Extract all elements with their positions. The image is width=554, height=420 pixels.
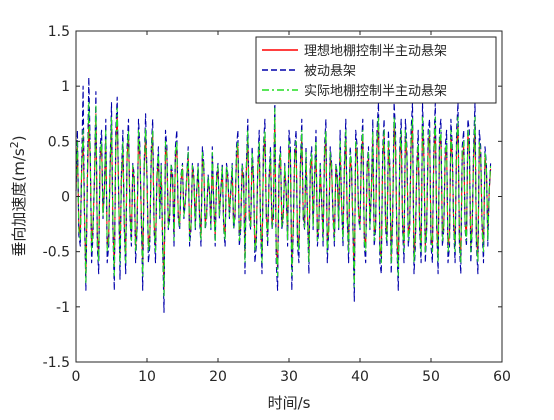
legend-box [255, 36, 497, 104]
x-tick-label-0: 0 [72, 369, 81, 385]
y-axis: -1.5 -1 -0.5 0 0.5 1 1.5 [43, 24, 502, 371]
y-tick-label--1-5: -1.5 [43, 355, 70, 371]
y-tick-label--0-5: -0.5 [43, 245, 70, 261]
legend-label-2: 实际地棚控制半主动悬架 [304, 84, 447, 99]
x-tick-label-1: 10 [138, 369, 156, 385]
legend-label-1: 被动悬架 [304, 64, 356, 79]
x-tick-label-2: 20 [209, 369, 227, 385]
x-axis-title: 时间/s [268, 394, 311, 412]
y-tick-label-1-5: 1.5 [48, 24, 70, 40]
y-tick-label-0: 0 [61, 190, 70, 206]
x-tick-label-3: 30 [280, 369, 298, 385]
x-axis: 0 10 20 30 40 50 60 [72, 31, 511, 385]
legend-label-0: 理想地棚控制半主动悬架 [304, 43, 447, 59]
x-tick-label-6: 60 [493, 369, 511, 385]
y-axis-title: 垂向加速度(m/s2) [8, 135, 28, 256]
x-tick-label-4: 40 [351, 369, 369, 385]
x-tick-label-5: 50 [422, 369, 440, 385]
y-tick-label-0-5: 0.5 [48, 134, 70, 150]
y-tick-label-1: 1 [61, 79, 70, 95]
y-tick-label--1: -1 [56, 300, 70, 316]
series-line-2 [75, 102, 492, 297]
series-layer [75, 76, 492, 313]
